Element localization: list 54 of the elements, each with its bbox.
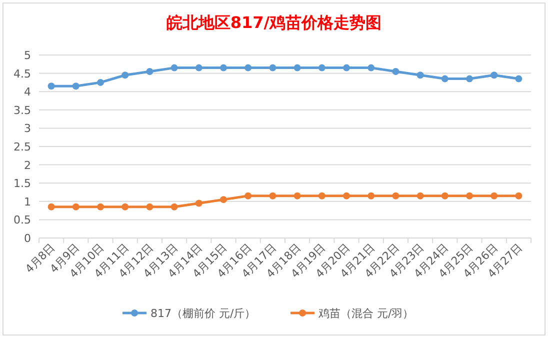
y-tick-label: 0.5 — [14, 214, 31, 227]
point — [416, 192, 424, 200]
point — [441, 192, 448, 200]
point — [318, 192, 326, 200]
point — [48, 82, 55, 90]
y-tick-label: 2 — [24, 158, 31, 172]
y-tick-label: 5 — [24, 49, 31, 62]
point — [294, 192, 301, 200]
point — [122, 72, 129, 79]
chart-title: 皖北地区817/鸡苗价格走势图 — [166, 13, 382, 32]
point — [392, 68, 400, 75]
point — [368, 64, 375, 72]
point — [244, 64, 252, 72]
legend-label: 鸡苗（混合 元/羽） — [318, 307, 414, 320]
y-tick-label: 2.5 — [14, 140, 31, 154]
point — [392, 192, 400, 200]
point — [490, 192, 498, 200]
point — [220, 196, 227, 204]
point — [146, 203, 154, 210]
point — [343, 64, 350, 72]
point — [72, 82, 80, 90]
point — [294, 64, 301, 72]
point — [466, 192, 473, 200]
point — [269, 64, 276, 72]
point — [490, 72, 498, 79]
point — [515, 192, 522, 200]
y-tick-label: 4.5 — [14, 67, 31, 80]
point — [97, 203, 104, 210]
point — [318, 64, 326, 72]
point — [244, 192, 252, 200]
point — [269, 192, 276, 200]
y-tick-label: 1.5 — [14, 177, 31, 190]
point — [343, 192, 350, 200]
point — [72, 203, 80, 210]
point — [122, 203, 129, 210]
point — [170, 203, 178, 210]
legend-label: 817（棚前价 元/斤） — [150, 307, 256, 320]
point — [466, 75, 473, 82]
point — [368, 192, 375, 200]
y-tick-label: 3.5 — [14, 104, 31, 117]
point — [97, 78, 104, 86]
point — [220, 64, 227, 72]
y-tick-label: 3 — [24, 122, 31, 136]
point — [441, 75, 448, 82]
point — [416, 72, 424, 79]
point — [146, 68, 154, 75]
y-tick-label: 0 — [24, 232, 31, 245]
point — [195, 64, 202, 72]
point — [515, 75, 522, 82]
point — [48, 203, 55, 210]
y-tick-label: 1 — [24, 195, 31, 208]
y-tick-label: 4 — [24, 86, 31, 99]
point — [195, 200, 202, 207]
point — [170, 64, 178, 72]
